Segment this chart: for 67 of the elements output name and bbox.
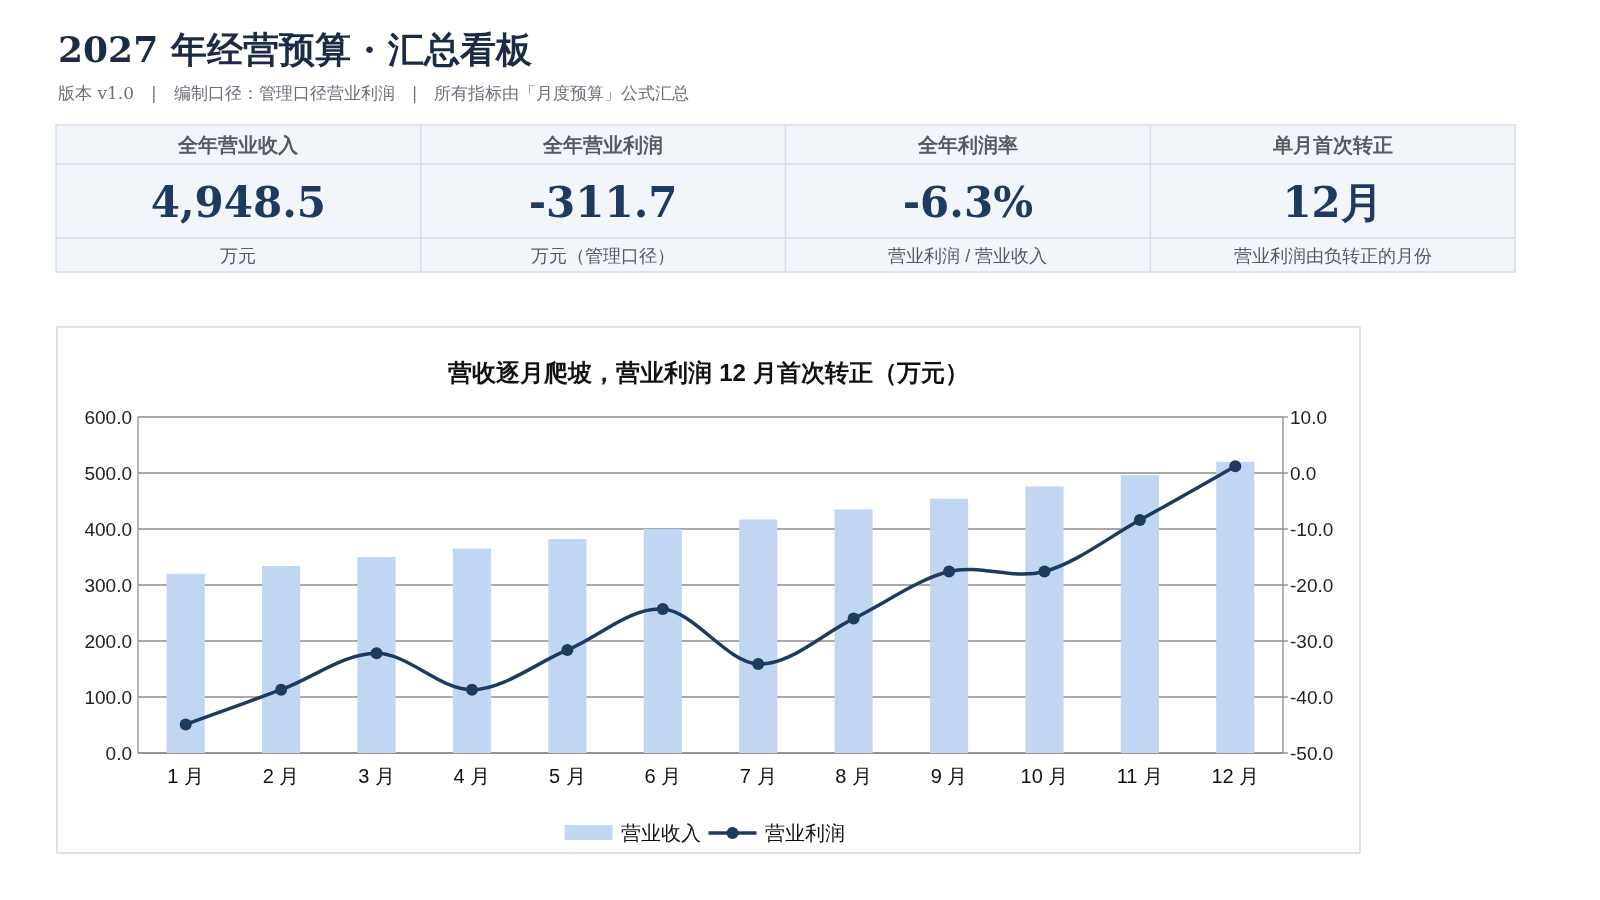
point	[847, 612, 860, 625]
x-tick-label: 8 月	[835, 765, 872, 787]
bar	[1025, 486, 1064, 753]
bar	[548, 539, 587, 753]
y-tick-label: 500.0	[84, 463, 132, 484]
x-tick-label: 11 月	[1116, 765, 1164, 787]
text: 版本 v1.0 | 编制口径：管理口径营业利润 | 所有指标由「月度预算」公式汇总	[58, 83, 690, 103]
text: -6.3%	[902, 178, 1034, 227]
y-tick-label: 400.0	[84, 519, 132, 540]
y2-tick-label: -10.0	[1290, 519, 1334, 540]
text: 营业利润 / 营业收入	[888, 246, 1048, 266]
chart-title: 营收逐月爬坡，营业利润 12 月首次转正（万元）	[447, 359, 969, 386]
legend-label: 营业收入	[620, 822, 701, 844]
x-tick-label: 7 月	[739, 765, 777, 787]
point	[179, 718, 192, 731]
x-tick-label: 6 月	[644, 765, 682, 787]
bar	[1120, 475, 1159, 753]
y-tick-label: 200.0	[84, 631, 132, 652]
y2-tick-label: -30.0	[1290, 631, 1334, 652]
y-tick-label: 0.0	[105, 743, 132, 764]
text: 2027 年经营预算 · 汇总看板	[58, 28, 534, 70]
y2-tick-label: -50.0	[1290, 743, 1334, 764]
y-tick-label: 100.0	[84, 687, 132, 708]
bar	[452, 548, 492, 753]
point	[1038, 565, 1051, 578]
point	[465, 683, 478, 696]
text: 4,948.5	[150, 178, 327, 227]
x-tick-label: 4 月	[453, 765, 491, 787]
x-tick-label: 10 月	[1020, 765, 1069, 787]
bar	[166, 573, 205, 753]
point	[561, 643, 574, 656]
point	[370, 647, 383, 660]
bar	[1216, 461, 1255, 753]
text: 万元（管理口径）	[531, 246, 676, 266]
point	[943, 565, 956, 578]
text: 12月	[1282, 178, 1383, 227]
x-tick-label: 1 月	[167, 765, 205, 787]
y2-tick-label: -20.0	[1290, 575, 1334, 596]
bar	[834, 509, 873, 753]
point	[1229, 460, 1242, 473]
y-tick-label: 600.0	[84, 407, 132, 428]
point	[752, 657, 765, 670]
text: 全年营业收入	[177, 134, 300, 156]
bar	[739, 519, 778, 753]
x-tick-label: 2 月	[262, 765, 300, 787]
bar	[643, 529, 682, 753]
y2-tick-label: 10.0	[1290, 407, 1327, 428]
point	[656, 603, 669, 616]
y2-tick-label: -40.0	[1290, 687, 1334, 708]
text: 营业利润由负转正的月份	[1233, 246, 1432, 266]
text: -311.7	[528, 178, 678, 227]
text: 万元	[220, 246, 257, 266]
text: 单月首次转正	[1271, 134, 1393, 156]
x-tick-label: 9 月	[930, 765, 968, 787]
x-tick-label: 12 月	[1211, 765, 1260, 787]
point	[1133, 514, 1146, 527]
text: 全年营业利润	[542, 134, 664, 156]
bar	[929, 498, 969, 753]
x-tick-label: 3 月	[358, 765, 395, 787]
legend-label: 营业利润	[764, 822, 845, 844]
bar	[262, 565, 301, 753]
x-tick-label: 5 月	[549, 765, 586, 787]
bar	[357, 557, 396, 753]
text: 全年利润率	[916, 134, 1018, 156]
y-tick-label: 300.0	[84, 575, 132, 596]
y2-tick-label: 0.0	[1290, 463, 1317, 484]
point	[275, 683, 288, 696]
